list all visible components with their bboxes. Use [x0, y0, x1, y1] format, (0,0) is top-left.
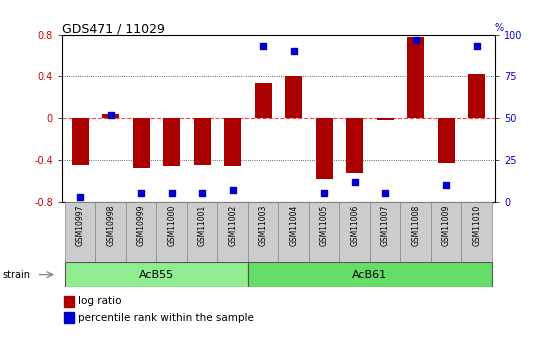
Text: GSM11005: GSM11005 — [320, 205, 329, 246]
Text: GSM11003: GSM11003 — [259, 205, 268, 246]
Point — [76, 194, 84, 199]
Bar — [163, 118, 180, 166]
Bar — [431, 202, 462, 262]
Point — [289, 49, 298, 54]
Bar — [65, 262, 248, 287]
Text: strain: strain — [3, 270, 31, 279]
Bar — [468, 74, 485, 118]
Point — [442, 182, 450, 188]
Bar — [187, 202, 217, 262]
Text: GSM10998: GSM10998 — [106, 205, 115, 246]
Point — [107, 112, 115, 118]
Bar — [248, 202, 279, 262]
Bar — [438, 118, 455, 163]
Text: percentile rank within the sample: percentile rank within the sample — [79, 313, 254, 323]
Text: AcB55: AcB55 — [139, 270, 174, 279]
Bar — [285, 76, 302, 118]
Bar — [400, 202, 431, 262]
Bar — [377, 118, 394, 120]
Bar — [279, 202, 309, 262]
Bar — [102, 114, 119, 118]
Text: GSM10999: GSM10999 — [137, 205, 146, 246]
Bar — [255, 82, 272, 118]
Point — [259, 43, 267, 49]
Text: GDS471 / 11029: GDS471 / 11029 — [62, 22, 165, 36]
Bar — [126, 202, 157, 262]
Text: GSM11007: GSM11007 — [381, 205, 390, 246]
Point — [198, 191, 207, 196]
Bar — [346, 118, 363, 172]
Bar — [72, 118, 89, 165]
Bar — [248, 262, 492, 287]
Text: GSM11009: GSM11009 — [442, 205, 451, 246]
Bar — [65, 202, 95, 262]
Point — [137, 191, 145, 196]
Text: GSM11010: GSM11010 — [472, 205, 481, 246]
Bar — [407, 37, 424, 118]
Text: GSM11006: GSM11006 — [350, 205, 359, 246]
Text: AcB61: AcB61 — [352, 270, 387, 279]
Bar — [224, 118, 241, 166]
Bar — [309, 202, 339, 262]
Point — [350, 179, 359, 185]
Text: log ratio: log ratio — [79, 296, 122, 306]
Point — [320, 191, 329, 196]
Bar — [64, 312, 74, 323]
Point — [228, 187, 237, 193]
Bar — [316, 118, 332, 179]
Text: GSM11000: GSM11000 — [167, 205, 176, 246]
Point — [412, 37, 420, 42]
Bar — [95, 202, 126, 262]
Text: GSM11004: GSM11004 — [289, 205, 298, 246]
Point — [472, 43, 481, 49]
Text: GSM11002: GSM11002 — [228, 205, 237, 246]
Bar — [370, 202, 400, 262]
Bar — [133, 118, 150, 168]
Bar — [64, 296, 74, 307]
Point — [381, 191, 390, 196]
Text: GSM10997: GSM10997 — [76, 205, 84, 246]
Bar — [157, 202, 187, 262]
Bar — [339, 202, 370, 262]
Text: GSM11008: GSM11008 — [411, 205, 420, 246]
Text: GSM11001: GSM11001 — [197, 205, 207, 246]
Bar — [217, 202, 248, 262]
Bar — [462, 202, 492, 262]
Text: %: % — [495, 23, 504, 33]
Bar — [194, 118, 210, 165]
Point — [167, 191, 176, 196]
